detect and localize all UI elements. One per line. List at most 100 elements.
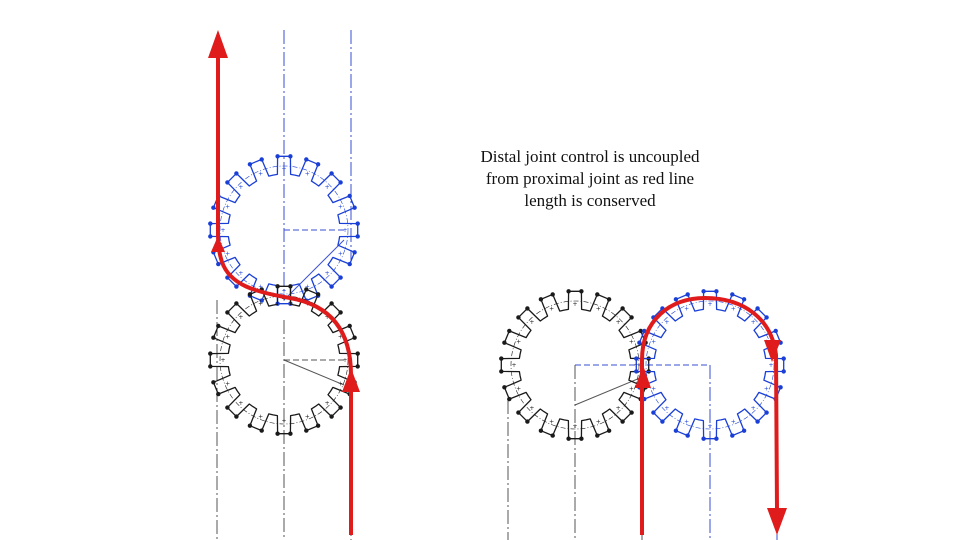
gear-construction-mark: +: [516, 385, 521, 392]
gear-construction-mark: +: [516, 339, 521, 346]
gear-construction-mark: +: [281, 418, 286, 425]
gear-tooth-node: [629, 315, 634, 320]
gear-construction-mark: +: [305, 283, 310, 290]
gear-construction-mark: +: [572, 423, 577, 430]
gear-tooth-node: [211, 380, 216, 385]
gear-tooth-node: [714, 436, 719, 441]
right-cable-path: [640, 296, 779, 535]
gear-tooth-node: [781, 356, 786, 361]
gear-tooth-outline: [500, 290, 650, 440]
gear-tooth-node: [355, 351, 360, 356]
gear-tooth-node: [304, 428, 309, 433]
gear-construction-mark: +: [305, 171, 310, 178]
gear-tooth-node: [247, 162, 253, 167]
gear-tooth-node: [741, 428, 747, 433]
gear-tooth-node: [579, 289, 584, 294]
gear-construction-mark: +: [238, 184, 243, 191]
gear-tooth-node: [566, 436, 571, 441]
gear-construction-mark: +: [768, 362, 773, 369]
gear-tooth-node: [634, 369, 639, 374]
gear-tooth-node: [550, 433, 555, 438]
gear-tooth-node: [516, 315, 521, 320]
gear-tooth-node: [338, 275, 343, 280]
gear-tooth-node: [620, 419, 625, 424]
gear-tooth-node: [259, 428, 264, 433]
gear-tooth-node: [288, 154, 293, 159]
gear-construction-mark: +: [596, 306, 601, 313]
left-proximal-gear: ++++++++++++++++: [208, 284, 360, 436]
gear-construction-mark: +: [342, 357, 347, 364]
gear-tooth-node: [660, 419, 665, 424]
gear-tooth-node: [208, 221, 213, 226]
gear-construction-mark: +: [238, 400, 243, 407]
gear-tooth-node: [499, 356, 504, 361]
gear-construction-mark: +: [707, 301, 712, 308]
gear-construction-mark: +: [338, 380, 343, 387]
gear-tooth-node: [338, 310, 343, 315]
gear-tooth-node: [525, 419, 530, 424]
gear-construction-mark: +: [664, 319, 669, 326]
gear-construction-mark: +: [238, 314, 243, 321]
gear-construction-mark: +: [342, 227, 347, 234]
gear-construction-mark: +: [731, 418, 736, 425]
gear-construction-mark: +: [281, 296, 286, 303]
gear-tooth-node: [502, 385, 507, 390]
gear-tooth-node: [701, 436, 706, 441]
right-cable-arrow-up-mid: [635, 365, 651, 388]
gear-construction-mark: +: [664, 405, 669, 412]
gear-tooth-node: [685, 292, 690, 297]
gear-construction-mark: +: [225, 250, 230, 257]
gear-tooth-node: [234, 171, 239, 176]
gear-tooth-node: [620, 306, 625, 311]
gear-construction-mark: +: [616, 405, 621, 412]
gear-tooth-node: [538, 428, 544, 433]
gear-construction-mark: +: [549, 306, 554, 313]
gear-construction-mark: +: [225, 204, 230, 211]
gear-tooth-node: [764, 410, 769, 415]
gear-tooth-node: [247, 423, 253, 428]
gear-construction-mark: +: [258, 171, 263, 178]
gear-tooth-node: [329, 301, 334, 306]
gear-construction-mark: +: [220, 357, 225, 364]
gear-construction-mark: +: [258, 413, 263, 420]
gear-tooth-node: [606, 428, 612, 433]
gear-tooth-node: [781, 369, 786, 374]
caption-line-1: Distal joint control is uncoupled: [480, 147, 700, 166]
gear-tooth-node: [764, 315, 769, 320]
gear-tooth-node: [259, 157, 264, 162]
left-cable-arrow-up-bottom: [342, 368, 360, 392]
gear-tooth-node: [247, 292, 253, 297]
gear-tooth-node: [347, 193, 352, 199]
right-cable-arrow-down-bottom: [767, 508, 787, 535]
gear-tooth-node: [315, 292, 321, 297]
gear-pitch-circle: [645, 300, 775, 430]
gear-tooth-node: [525, 306, 530, 311]
gear-construction-mark: +: [572, 301, 577, 308]
gear-tooth-node: [275, 154, 280, 159]
right-proximal-gear: + + + + + + + + + + + + + + + +: [499, 289, 651, 441]
right-figure-bent: + + + + + + + + + + + + + + + + + + + + + + + + + + + + + + + +: [499, 289, 787, 540]
gear-tooth-node: [550, 292, 555, 297]
gear-construction-mark: +: [325, 314, 330, 321]
gear-tooth-node: [275, 431, 280, 436]
gear-tooth-node: [685, 433, 690, 438]
gear-construction-mark: +: [529, 405, 534, 412]
gear-construction-mark: +: [258, 283, 263, 290]
gear-tooth-node: [637, 340, 642, 345]
gear-tooth-node: [304, 157, 309, 162]
gear-tooth-node: [673, 428, 679, 433]
gear-tooth-node: [595, 292, 600, 297]
gear-construction-mark: +: [684, 418, 689, 425]
gear-tooth-node: [208, 234, 213, 239]
right-cable-arrow-down-mid: [764, 340, 781, 362]
gear-construction-mark: +: [684, 306, 689, 313]
right-proximal-radius-line: [574, 377, 641, 406]
gear-tooth-node: [208, 351, 213, 356]
gear-tooth-node: [304, 287, 309, 292]
gear-tooth-node: [329, 171, 334, 176]
gear-tooth-node: [315, 423, 321, 428]
gear-tooth-node: [566, 289, 571, 294]
gear-tooth-node: [673, 297, 679, 302]
gear-tooth-node: [338, 180, 343, 185]
